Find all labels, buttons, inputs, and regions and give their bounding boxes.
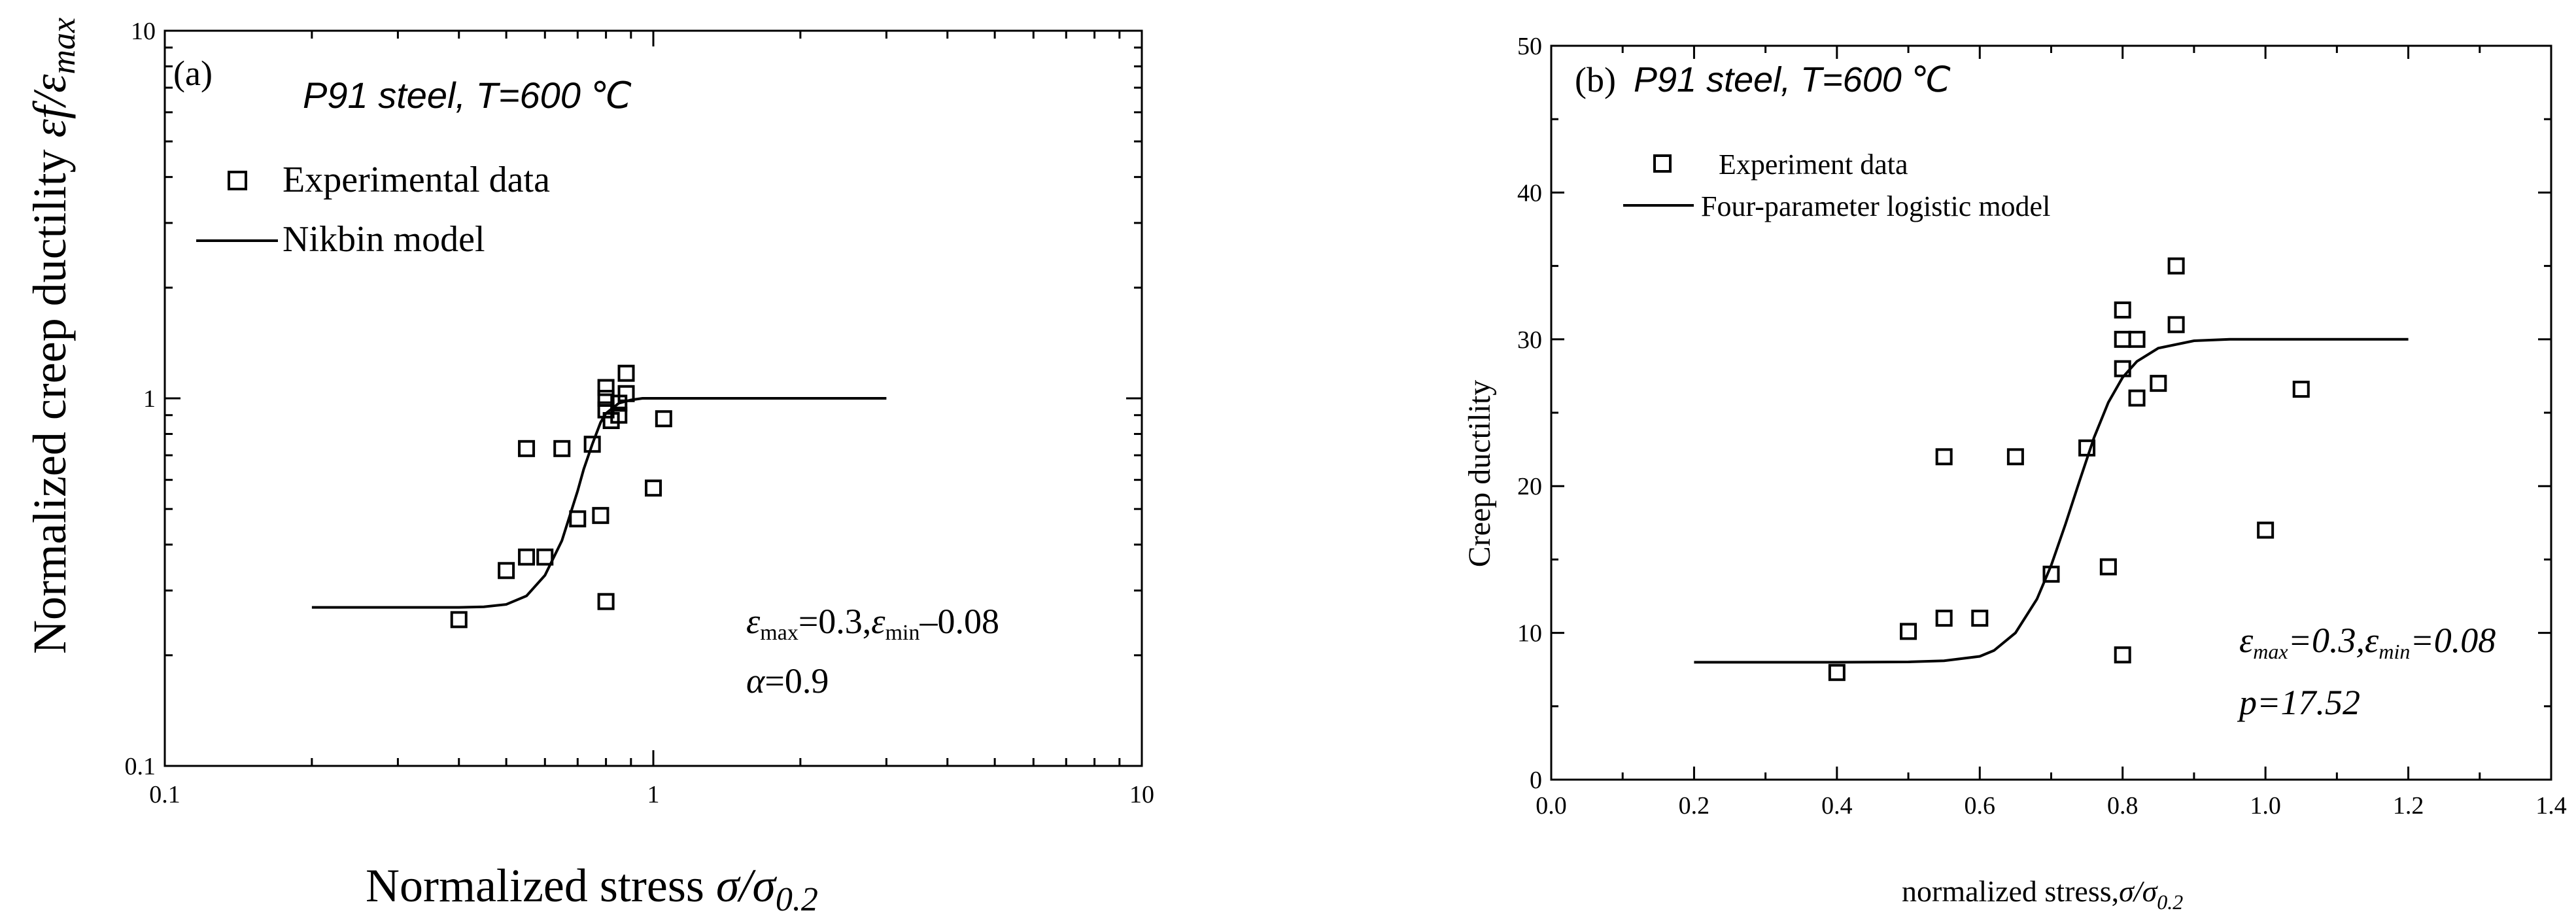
panel-a-annotation-epsilon: εmax=0.3,εmin–0.08 bbox=[746, 602, 999, 645]
panel-b-data-point bbox=[2042, 565, 2060, 583]
panel-b-label: (b) bbox=[1575, 60, 1616, 99]
panel-a-data-point bbox=[583, 436, 601, 453]
panel-a-x-tick-label: 10 bbox=[1129, 781, 1154, 808]
panel-b-data-point bbox=[1935, 610, 1953, 627]
panel-b-annotation-epsilon: εmax=0.3,εmin=0.08 bbox=[2239, 621, 2496, 663]
panel-a-data-point bbox=[645, 479, 662, 497]
panel-b-annotation-p: p=17.52 bbox=[2237, 683, 2360, 722]
panel-a-data-point bbox=[536, 548, 554, 566]
panel-b-data-point bbox=[2114, 646, 2131, 664]
panel-a-data-point bbox=[617, 364, 635, 382]
panel-a-data-point bbox=[610, 406, 628, 424]
panel-a-label: (a) bbox=[173, 54, 213, 93]
panel-a-nikbin-model-line bbox=[311, 397, 887, 609]
panel-b-data-point bbox=[2150, 375, 2167, 392]
panel-b-x-axis-label: normalized stress,σ/σ0.2 bbox=[1902, 874, 2183, 914]
panel-b-data-point bbox=[2114, 360, 2131, 377]
panel-b-data-point bbox=[2099, 558, 2117, 576]
panel-a-chart: 0.1 1 10 0.1 1 10 (a) P91 steel, T=600 ℃ Expe… bbox=[24, 18, 1154, 917]
panel-a-title: P91 steel, T=600 ℃ bbox=[303, 75, 632, 116]
panel-b-legend-label-model: Four-parameter logistic model bbox=[1701, 190, 2050, 222]
panel-b-data-point bbox=[2006, 448, 2024, 466]
panel-a-y-tick-label: 10 bbox=[131, 18, 156, 45]
panel-a-y-tick-label: 0.1 bbox=[125, 753, 156, 780]
panel-b-data-point bbox=[2078, 439, 2096, 457]
panel-b-x-tick-label: 0.2 bbox=[1679, 792, 1710, 820]
panel-a-legend-marker-square bbox=[228, 171, 247, 190]
panel-a-y-tick-label: 1 bbox=[143, 385, 156, 413]
panel-a-data-point bbox=[569, 510, 587, 528]
panel-a-data-point bbox=[592, 507, 610, 525]
panel-b-y-tick-label: 30 bbox=[1517, 326, 1542, 354]
panel-b-x-tick-label: 1.4 bbox=[2535, 792, 2567, 820]
panel-a-data-point bbox=[553, 440, 571, 457]
panel-b-data-point bbox=[1828, 664, 1846, 682]
panel-a-data-point bbox=[450, 611, 468, 629]
panel-b-plot-frame bbox=[1550, 44, 2552, 781]
panel-b-x-tick-label: 0.0 bbox=[1536, 792, 1567, 820]
panel-b-legend-marker-square bbox=[1653, 154, 1672, 173]
panel-a-data-point bbox=[617, 385, 635, 402]
panel-a-x-axis-label: Normalized stress σ/σ0.2 bbox=[366, 859, 818, 917]
panel-b-data-point bbox=[2128, 389, 2146, 407]
panel-a-x-tick-label: 1 bbox=[647, 781, 660, 808]
panel-b-data-point bbox=[2167, 316, 2185, 334]
panel-a-data-point bbox=[518, 548, 536, 566]
panel-b-y-tick-label: 0 bbox=[1530, 767, 1542, 794]
panel-b-model-curve-group bbox=[1694, 337, 2409, 664]
panel-b-x-tick-label: 1.2 bbox=[2393, 792, 2424, 820]
panel-b-axes: 0.0 0.2 0.4 0.6 0.8 1.0 1.2 1.4 0 10 20 30 40 50 bbox=[1517, 33, 2567, 820]
panel-a-data-point bbox=[597, 593, 615, 610]
panel-a-legend-label-experimental: Experimental data bbox=[283, 160, 550, 200]
panel-b-logistic-model-line bbox=[1694, 337, 2409, 664]
panel-b-data-point bbox=[2114, 330, 2131, 348]
panel-a-y-axis-label: Normalized creep ductility εf/εmax bbox=[24, 18, 82, 654]
panel-b-data-point bbox=[2128, 330, 2146, 348]
panel-a-x-tick-label: 0.1 bbox=[149, 781, 180, 808]
panel-b-x-tick-label: 0.6 bbox=[1965, 792, 1996, 820]
panel-b-data-point bbox=[1900, 623, 1917, 640]
panel-a-data-point bbox=[597, 390, 615, 407]
panel-b-x-tick-label: 0.8 bbox=[2107, 792, 2138, 820]
panel-b-y-tick-label: 10 bbox=[1517, 620, 1542, 648]
panel-a-annotation-alpha: α=0.9 bbox=[746, 661, 829, 701]
panel-b-y-tick-label: 40 bbox=[1517, 179, 1542, 207]
panel-b-y-tick-label: 20 bbox=[1517, 473, 1542, 500]
panel-b-x-tick-label: 1.0 bbox=[2250, 792, 2281, 820]
panel-b-data-point bbox=[2257, 521, 2275, 539]
panel-b-data-point bbox=[2292, 381, 2310, 398]
panel-a-data-points bbox=[450, 364, 672, 629]
panel-b-legend-label-experiment: Experiment data bbox=[1719, 148, 1908, 181]
panel-a-axes: 0.1 1 10 0.1 1 10 bbox=[125, 18, 1155, 808]
panel-a-model-curve-group bbox=[311, 397, 887, 609]
panel-a-data-point bbox=[518, 440, 536, 457]
panel-b-data-point bbox=[1935, 448, 1953, 466]
panel-b-y-axis-label: Creep ductility bbox=[1462, 380, 1497, 568]
panel-b-y-tick-label: 50 bbox=[1517, 33, 1542, 60]
panel-b-data-point bbox=[1971, 610, 1989, 627]
panel-a-data-point bbox=[597, 379, 615, 396]
panel-a-data-point bbox=[655, 410, 672, 428]
panel-b-data-points bbox=[1828, 257, 2310, 682]
panel-b-title: P91 steel, T=600 ℃ bbox=[1634, 60, 1951, 99]
panel-a-data-point bbox=[498, 562, 515, 580]
panel-b-data-point bbox=[2114, 301, 2131, 319]
panel-b-data-point bbox=[2167, 257, 2185, 275]
panel-b-x-tick-label: 0.4 bbox=[1821, 792, 1853, 820]
panel-a-legend-label-model: Nikbin model bbox=[283, 219, 485, 260]
